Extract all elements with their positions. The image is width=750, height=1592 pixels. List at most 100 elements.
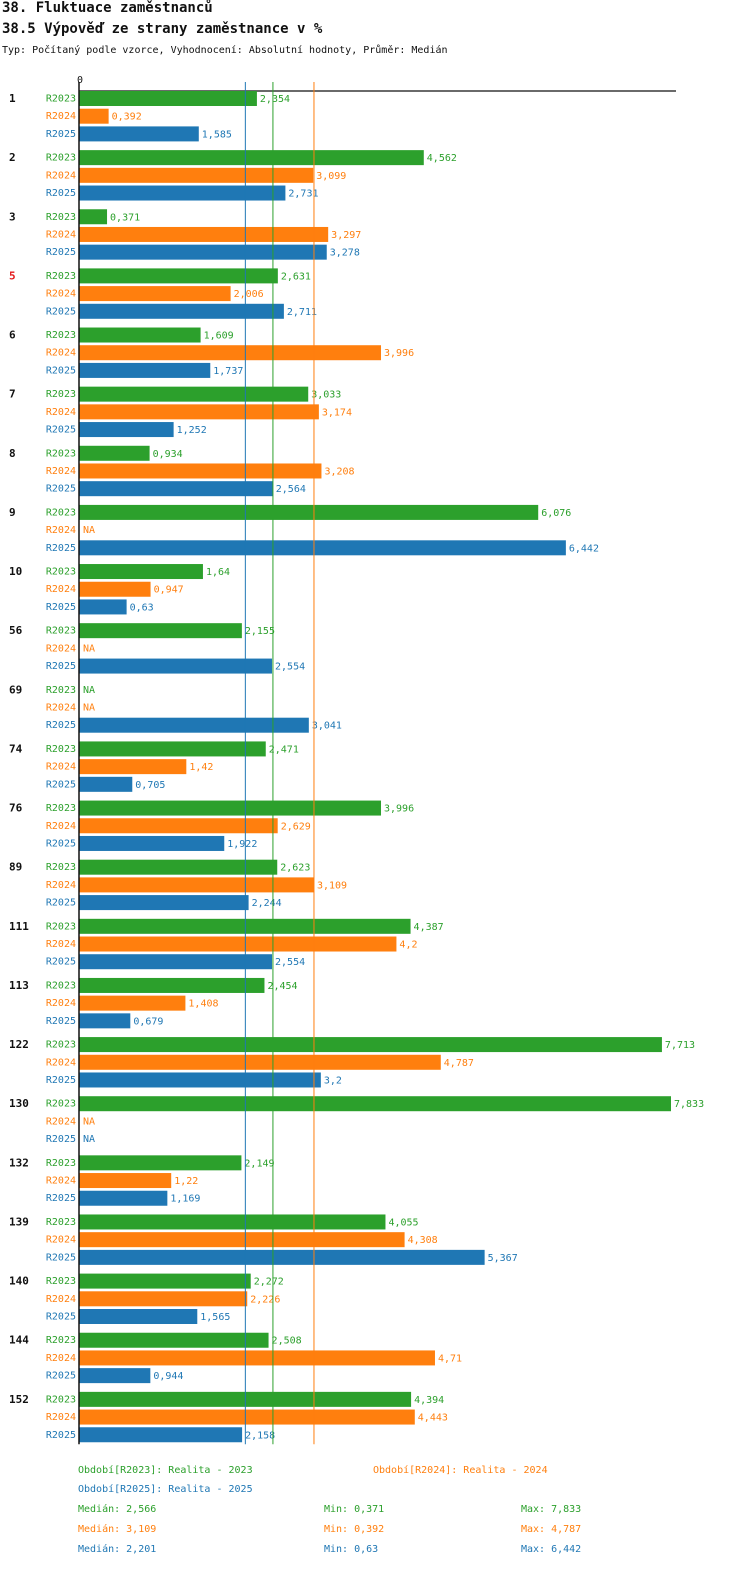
bar-r2024 bbox=[79, 463, 322, 479]
data-label-r2025: 5,367 bbox=[488, 1253, 518, 1264]
data-label-r2025: 0,705 bbox=[135, 780, 165, 791]
data-label-r2023: 2,272 bbox=[254, 1277, 284, 1288]
category-label: 152 bbox=[9, 1393, 29, 1406]
bar-r2025 bbox=[79, 1427, 243, 1443]
category-label: 132 bbox=[9, 1156, 29, 1169]
category-label: 10 bbox=[9, 565, 22, 578]
data-label-r2025: 1,169 bbox=[170, 1194, 200, 1205]
series-label-r2024: R2024 bbox=[46, 880, 76, 891]
series-label-r2023: R2023 bbox=[46, 803, 76, 814]
bar-r2024 bbox=[79, 226, 329, 242]
legend-period-r2023: Období[R2023]: Realita - 2023 bbox=[78, 1465, 253, 1476]
bar-r2023 bbox=[79, 1096, 671, 1112]
bar-r2025 bbox=[79, 776, 133, 792]
series-label-r2023: R2023 bbox=[46, 153, 76, 164]
series-label-r2023: R2023 bbox=[46, 980, 76, 991]
bar-r2025 bbox=[79, 599, 127, 615]
bar-r2025 bbox=[79, 1013, 131, 1029]
data-label-r2025: 3,041 bbox=[312, 721, 342, 732]
data-label-r2024: 4,308 bbox=[408, 1235, 438, 1246]
series-label-r2025: R2025 bbox=[46, 779, 76, 790]
data-label-r2024: 3,297 bbox=[331, 230, 361, 241]
legend-min-r2023: Min: 0,371 bbox=[324, 1504, 385, 1515]
series-label-r2023: R2023 bbox=[46, 1158, 76, 1169]
legend-median-r2023: Medián: 2,566 bbox=[78, 1504, 157, 1515]
bar-r2025 bbox=[79, 1368, 151, 1384]
data-label-r2023: 4,562 bbox=[427, 153, 457, 164]
series-label-r2024: R2024 bbox=[46, 1176, 76, 1187]
category-label: 113 bbox=[9, 979, 29, 992]
data-label-r2023: 2,508 bbox=[272, 1336, 302, 1347]
series-label-r2023: R2023 bbox=[46, 567, 76, 578]
series-label-r2025: R2025 bbox=[46, 1134, 76, 1145]
data-label-r2024: 0,392 bbox=[112, 112, 142, 123]
bar-r2023 bbox=[79, 386, 309, 402]
series-label-r2025: R2025 bbox=[46, 1312, 76, 1323]
data-label-r2025: 1,585 bbox=[202, 129, 232, 140]
bar-r2023 bbox=[79, 327, 201, 343]
series-label-r2023: R2023 bbox=[46, 94, 76, 105]
category-label: 89 bbox=[9, 861, 22, 874]
series-label-r2024: R2024 bbox=[46, 821, 76, 832]
series-label-r2023: R2023 bbox=[46, 1217, 76, 1228]
data-label-r2023: 4,387 bbox=[414, 922, 444, 933]
series-label-r2023: R2023 bbox=[46, 626, 76, 637]
series-label-r2025: R2025 bbox=[46, 1252, 76, 1263]
data-label-r2024: 2,226 bbox=[250, 1294, 280, 1305]
data-label-r2023: 2,471 bbox=[269, 744, 299, 755]
data-label-r2025: 0,679 bbox=[133, 1016, 163, 1027]
bar-r2025 bbox=[79, 244, 327, 260]
category-label: 2 bbox=[9, 151, 16, 164]
category-label: 140 bbox=[9, 1275, 29, 1288]
category-label: 9 bbox=[9, 506, 16, 519]
data-label-r2024: 1,408 bbox=[188, 999, 218, 1010]
bar-r2024 bbox=[79, 1173, 172, 1189]
bar-r2024 bbox=[79, 167, 314, 183]
na-label-r2023: NA bbox=[83, 685, 95, 696]
data-label-r2023: 1,64 bbox=[206, 567, 230, 578]
bar-r2025 bbox=[79, 303, 284, 319]
category-label: 6 bbox=[9, 329, 16, 342]
data-label-r2023: 0,371 bbox=[110, 212, 140, 223]
series-label-r2024: R2024 bbox=[46, 111, 76, 122]
series-label-r2023: R2023 bbox=[46, 330, 76, 341]
legend-period-r2025: Období[R2025]: Realita - 2025 bbox=[78, 1484, 253, 1495]
data-label-r2023: 4,055 bbox=[388, 1217, 418, 1228]
bar-r2025 bbox=[79, 1072, 321, 1088]
series-label-r2025: R2025 bbox=[46, 484, 76, 495]
data-label-r2024: 2,006 bbox=[234, 289, 264, 300]
series-label-r2025: R2025 bbox=[46, 1016, 76, 1027]
bar-r2024 bbox=[79, 1350, 435, 1366]
data-label-r2024: 1,22 bbox=[174, 1176, 198, 1187]
series-label-r2025: R2025 bbox=[46, 898, 76, 909]
chart-meta: Typ: Počítaný podle vzorce, Vyhodnocení:… bbox=[2, 45, 448, 56]
series-label-r2023: R2023 bbox=[46, 1099, 76, 1110]
series-label-r2024: R2024 bbox=[46, 762, 76, 773]
bar-r2023 bbox=[79, 977, 265, 993]
data-label-r2024: 4,71 bbox=[438, 1353, 462, 1364]
bar-r2025 bbox=[79, 895, 249, 911]
series-label-r2025: R2025 bbox=[46, 543, 76, 554]
data-label-r2025: 6,442 bbox=[569, 543, 599, 554]
series-label-r2025: R2025 bbox=[46, 188, 76, 199]
na-label-r2024: NA bbox=[83, 525, 95, 536]
bar-r2024 bbox=[79, 877, 314, 893]
data-label-r2025: 3,2 bbox=[324, 1075, 342, 1086]
bar-r2025 bbox=[79, 422, 174, 438]
legend-median-r2024: Medián: 3,109 bbox=[78, 1524, 157, 1535]
series-label-r2025: R2025 bbox=[46, 661, 76, 672]
series-label-r2024: R2024 bbox=[46, 1057, 76, 1068]
series-label-r2023: R2023 bbox=[46, 862, 76, 873]
bar-r2023 bbox=[79, 1155, 242, 1171]
data-label-r2023: 0,934 bbox=[153, 449, 183, 460]
data-label-r2025: 3,278 bbox=[330, 248, 360, 259]
legend-max-r2024: Max: 4,787 bbox=[521, 1524, 582, 1535]
bar-r2025 bbox=[79, 126, 199, 142]
bar-r2024 bbox=[79, 995, 186, 1011]
data-label-r2023: 6,076 bbox=[541, 508, 571, 519]
series-label-r2025: R2025 bbox=[46, 957, 76, 968]
category-label: 5 bbox=[9, 269, 16, 282]
series-label-r2025: R2025 bbox=[46, 365, 76, 376]
bar-r2024 bbox=[79, 818, 278, 834]
bar-r2024 bbox=[79, 404, 319, 420]
